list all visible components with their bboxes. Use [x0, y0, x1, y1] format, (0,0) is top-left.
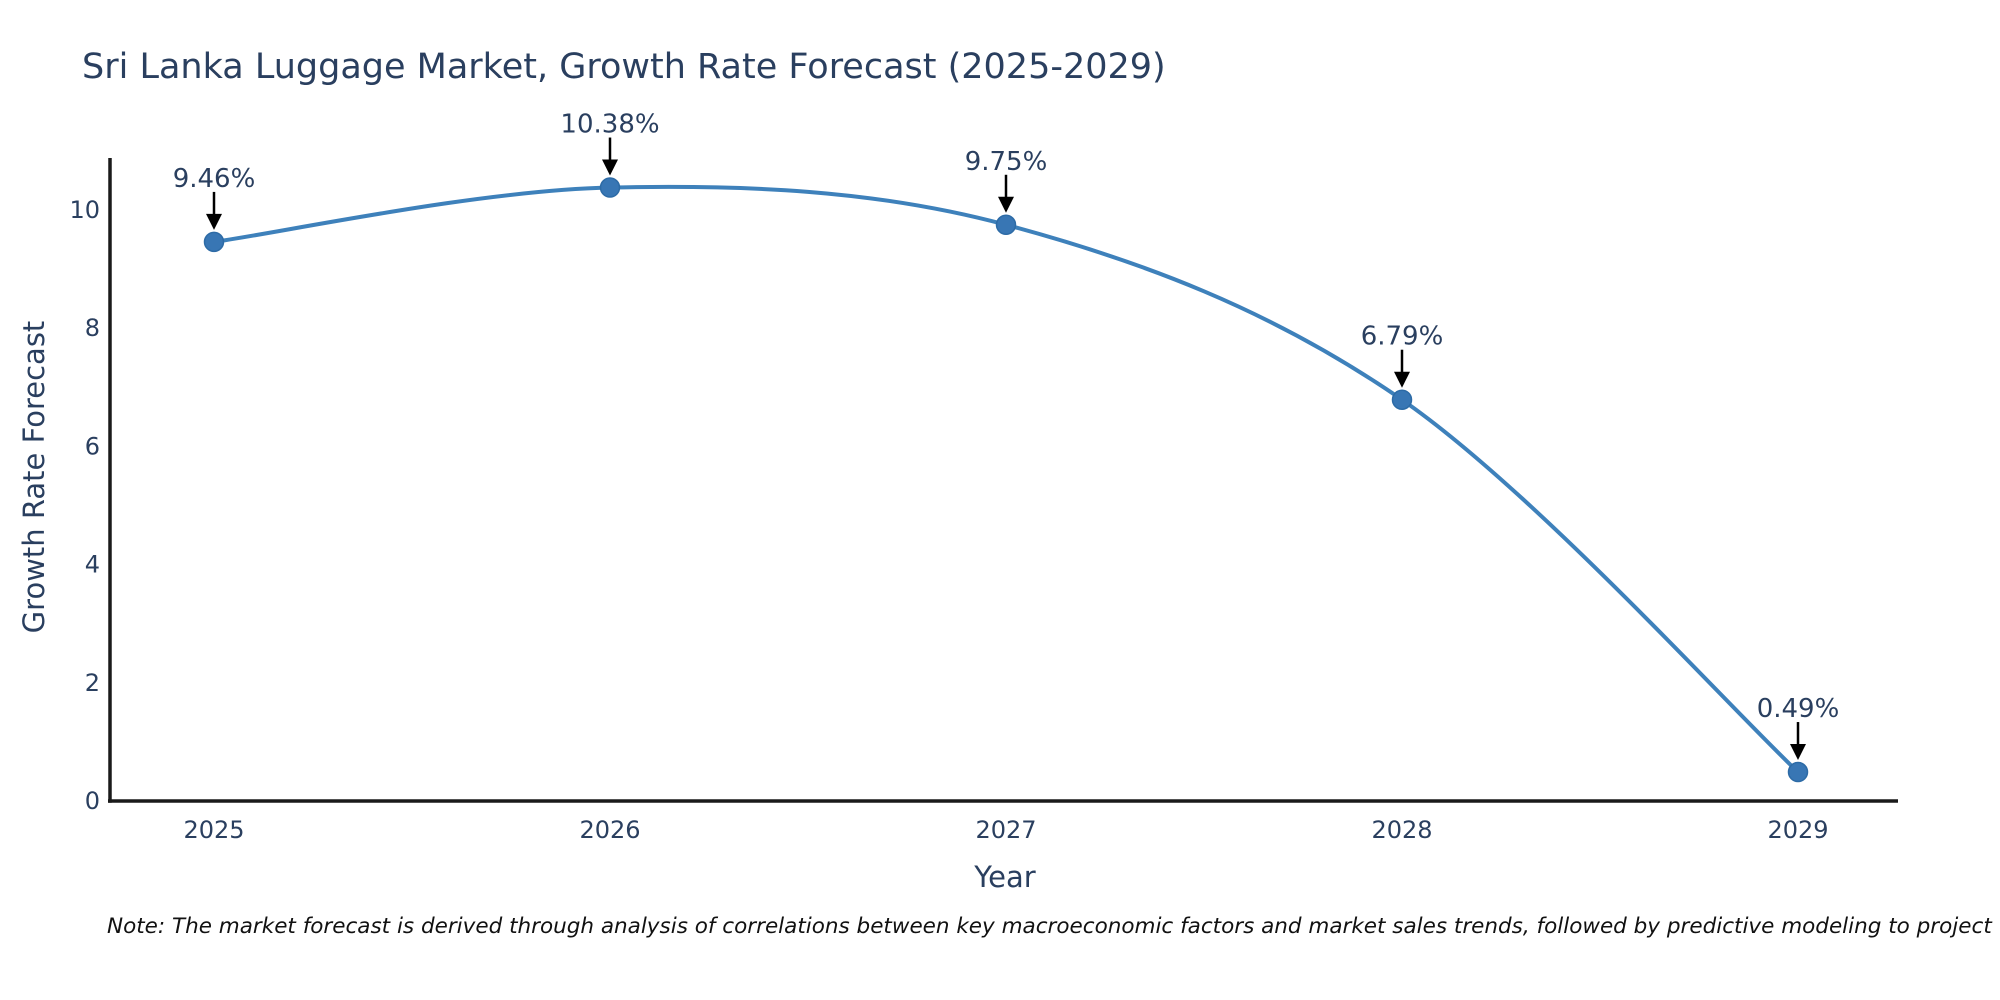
x-tick-label: 2025	[183, 816, 244, 844]
data-point-markers	[203, 177, 1809, 783]
y-tick-label: 4	[85, 551, 100, 579]
data-point-marker	[995, 214, 1017, 236]
annotation-label: 10.38%	[560, 110, 659, 140]
point-annotations: 9.46% 10.38% 9.75% 6.79% 0.49%	[173, 110, 1840, 761]
y-axis-title: Growth Rate Forecast	[17, 321, 51, 634]
data-point-marker	[203, 231, 225, 253]
x-tick-label: 2027	[975, 816, 1036, 844]
y-tick-label: 8	[85, 314, 100, 342]
y-tick-label: 10	[69, 196, 100, 224]
y-tick-label: 6	[85, 432, 100, 460]
x-axis-title: Year	[973, 860, 1035, 894]
chart-title: Sri Lanka Luggage Market, Growth Rate Fo…	[82, 47, 1166, 87]
annotation-label: 6.79%	[1361, 322, 1444, 352]
data-point-marker	[599, 177, 621, 198]
annotation-arrowhead	[1790, 744, 1806, 761]
annotation-arrowhead	[206, 213, 222, 230]
annotation-arrowhead	[1394, 371, 1410, 388]
annotation-label: 9.46%	[173, 164, 256, 194]
annotation-label: 0.49%	[1757, 694, 1840, 724]
footnote: Note: The market forecast is derived thr…	[107, 914, 2000, 939]
x-tick-label: 2026	[579, 816, 640, 844]
data-point-marker	[1391, 389, 1413, 410]
axes	[108, 158, 1898, 803]
annotation-arrowhead	[602, 159, 618, 176]
annotation-arrowhead	[998, 196, 1014, 213]
series-spline-line	[212, 184, 1800, 775]
y-tick-label: 2	[85, 669, 100, 697]
tick-labels: 0 2 4 6 8 10 2025 2026 2027 2028 2029	[69, 196, 1828, 844]
annotation-label: 9.75%	[965, 147, 1048, 177]
y-tick-label: 0	[85, 787, 100, 815]
forecast-line	[212, 184, 1800, 775]
x-tick-label: 2029	[1767, 816, 1828, 844]
data-point-marker	[1787, 761, 1809, 783]
x-tick-label: 2028	[1371, 816, 1432, 844]
